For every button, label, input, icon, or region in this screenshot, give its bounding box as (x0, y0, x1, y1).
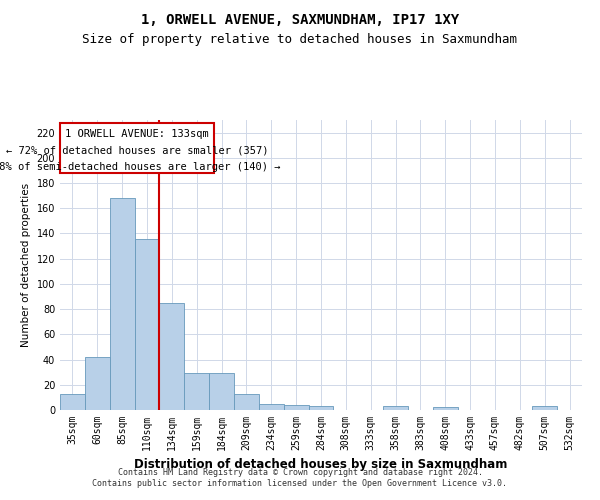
Text: 1, ORWELL AVENUE, SAXMUNDHAM, IP17 1XY: 1, ORWELL AVENUE, SAXMUNDHAM, IP17 1XY (141, 12, 459, 26)
Text: Contains HM Land Registry data © Crown copyright and database right 2024.
Contai: Contains HM Land Registry data © Crown c… (92, 468, 508, 487)
Bar (234, 394, 259, 410)
FancyBboxPatch shape (60, 122, 214, 173)
Bar (160, 303, 184, 410)
Text: 28% of semi-detached houses are larger (140) →: 28% of semi-detached houses are larger (… (0, 162, 281, 172)
Bar (532, 406, 557, 410)
Bar (85, 357, 110, 410)
Bar (209, 374, 234, 410)
Bar (433, 408, 458, 410)
Text: ← 72% of detached houses are smaller (357): ← 72% of detached houses are smaller (35… (6, 145, 268, 155)
Bar (383, 406, 408, 410)
Text: Size of property relative to detached houses in Saxmundham: Size of property relative to detached ho… (83, 32, 517, 46)
Bar (184, 374, 209, 410)
Bar (134, 238, 160, 410)
Y-axis label: Number of detached properties: Number of detached properties (21, 183, 31, 347)
Text: 1 ORWELL AVENUE: 133sqm: 1 ORWELL AVENUE: 133sqm (65, 129, 209, 139)
Bar (308, 406, 334, 410)
Bar (110, 198, 134, 410)
X-axis label: Distribution of detached houses by size in Saxmundham: Distribution of detached houses by size … (134, 458, 508, 471)
Bar (60, 394, 85, 410)
Bar (259, 404, 284, 410)
Bar (284, 405, 308, 410)
